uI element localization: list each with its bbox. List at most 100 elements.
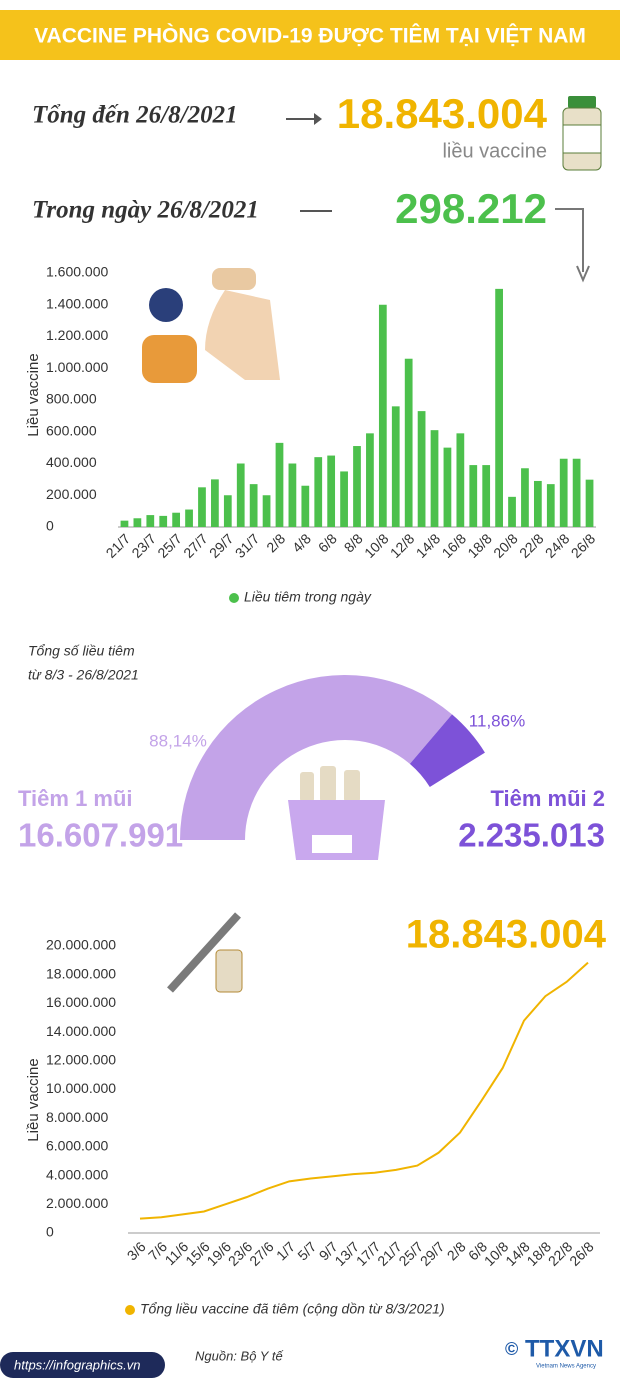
x-tick-label: 26/8 — [566, 1238, 597, 1269]
y-tick-label: 1.000.000 — [46, 359, 108, 375]
connector — [555, 208, 584, 272]
bar — [366, 433, 374, 527]
x-tick-label: 2/8 — [263, 530, 288, 555]
bar — [198, 487, 206, 527]
x-tick-label: 21/7 — [103, 530, 134, 561]
total-label: 16.607.991 — [18, 817, 183, 854]
y-tick-label: 16.000.000 — [46, 994, 116, 1010]
bar — [185, 509, 193, 527]
x-tick-label: 24/8 — [542, 530, 573, 561]
bar — [443, 447, 452, 527]
bar — [430, 430, 439, 527]
bar — [378, 304, 387, 527]
bar — [495, 288, 503, 527]
bar — [275, 442, 284, 527]
y-axis-title: Liều vaccine — [25, 353, 42, 436]
title: VACCINE PHÒNG COVID-19 ĐƯỢC TIÊM TẠI VIỆ… — [34, 24, 586, 48]
bar — [327, 455, 336, 527]
y-tick-label: 800.000 — [46, 391, 97, 407]
x-tick-label: 25/7 — [154, 530, 185, 561]
bar — [508, 496, 516, 527]
legend-marker — [229, 593, 239, 603]
category-label: Tiêm mũi 2 — [490, 786, 605, 811]
value-label: 88,14% — [149, 731, 207, 750]
y-tick-label: 4.000.000 — [46, 1166, 108, 1182]
legend-marker — [125, 1305, 135, 1315]
x-tick-label: 10/8 — [361, 530, 392, 561]
bar — [172, 512, 181, 527]
bar — [262, 495, 271, 527]
value-label: 11,86% — [469, 711, 525, 730]
x-tick-label: 27/7 — [180, 530, 211, 561]
x-tick-label: 29/7 — [206, 530, 237, 561]
y-tick-label: 0 — [46, 1224, 54, 1240]
total-unit: liều vaccine — [442, 140, 547, 162]
subtitle: Tổng số liều tiêm — [28, 643, 135, 659]
bar — [456, 433, 465, 527]
y-tick-label: 2.000.000 — [46, 1195, 108, 1211]
bar — [236, 463, 245, 527]
y-tick-label: 0 — [46, 518, 54, 534]
bar — [301, 485, 310, 527]
bar — [120, 520, 129, 527]
bar — [133, 518, 142, 527]
bar — [585, 479, 594, 527]
bar — [314, 457, 323, 527]
annotation: 18.843.004 — [406, 913, 607, 957]
bar — [211, 479, 219, 527]
bar — [288, 463, 297, 527]
source: Nguồn: Bộ Y tế — [195, 1348, 283, 1363]
y-tick-label: 1.600.000 — [46, 264, 108, 280]
y-tick-label: 400.000 — [46, 454, 97, 470]
x-tick-label: 16/8 — [439, 530, 470, 561]
url-pill — [0, 1352, 165, 1378]
y-tick-label: 600.000 — [46, 422, 97, 438]
line — [139, 961, 589, 1220]
bar — [340, 471, 348, 527]
x-tick-label: 29/7 — [417, 1238, 448, 1269]
logo: TTXVN — [525, 1335, 604, 1362]
vaccine-bottle — [562, 96, 602, 171]
arrow-head — [576, 265, 590, 283]
copyright: © — [505, 1339, 518, 1359]
legend-label: Liều tiêm trong ngày — [244, 589, 372, 605]
x-tick-label: 27/6 — [246, 1238, 277, 1269]
x-tick-label: 18/8 — [464, 530, 495, 561]
url: https://infographics.vn — [14, 1357, 140, 1372]
y-tick-label: 1.400.000 — [46, 295, 108, 311]
y-tick-label: 20.000.000 — [46, 937, 116, 953]
legend-label: Tổng liều vaccine đã tiêm (cộng dồn từ 8… — [140, 1301, 445, 1317]
total-label: 2.235.013 — [458, 817, 605, 854]
syringe — [167, 912, 243, 993]
bar — [223, 495, 232, 527]
x-tick-label: 22/8 — [516, 530, 547, 561]
bar — [353, 446, 361, 527]
x-tick-label: 12/8 — [387, 530, 418, 561]
x-tick-label: 20/8 — [490, 530, 521, 561]
y-tick-label: 8.000.000 — [46, 1109, 108, 1125]
x-tick-label: 31/7 — [232, 530, 263, 561]
arrow-head — [314, 113, 322, 125]
x-tick-label: 23/7 — [128, 530, 159, 561]
daily-value: 298.212 — [395, 185, 547, 232]
y-tick-label: 12.000.000 — [46, 1052, 116, 1068]
bar — [521, 468, 529, 527]
bar — [404, 358, 413, 527]
bar — [159, 515, 168, 527]
y-tick-label: 6.000.000 — [46, 1138, 108, 1154]
logo-subtitle: Vietnam News Agency — [536, 1364, 596, 1370]
bar — [546, 484, 555, 527]
category-label: Tiêm 1 mũi — [18, 786, 133, 811]
bar — [482, 465, 491, 527]
y-tick-label: 18.000.000 — [46, 965, 116, 981]
vaccine-box — [288, 766, 385, 860]
header-band — [0, 10, 620, 60]
donut-segment — [180, 675, 453, 840]
bar — [559, 458, 568, 527]
y-axis-title: Liều vaccine — [25, 1058, 42, 1141]
x-tick-label: 26/8 — [568, 530, 599, 561]
subtitle: từ 8/3 - 26/8/2021 — [28, 667, 139, 683]
bar — [533, 480, 542, 527]
bar — [146, 515, 155, 527]
